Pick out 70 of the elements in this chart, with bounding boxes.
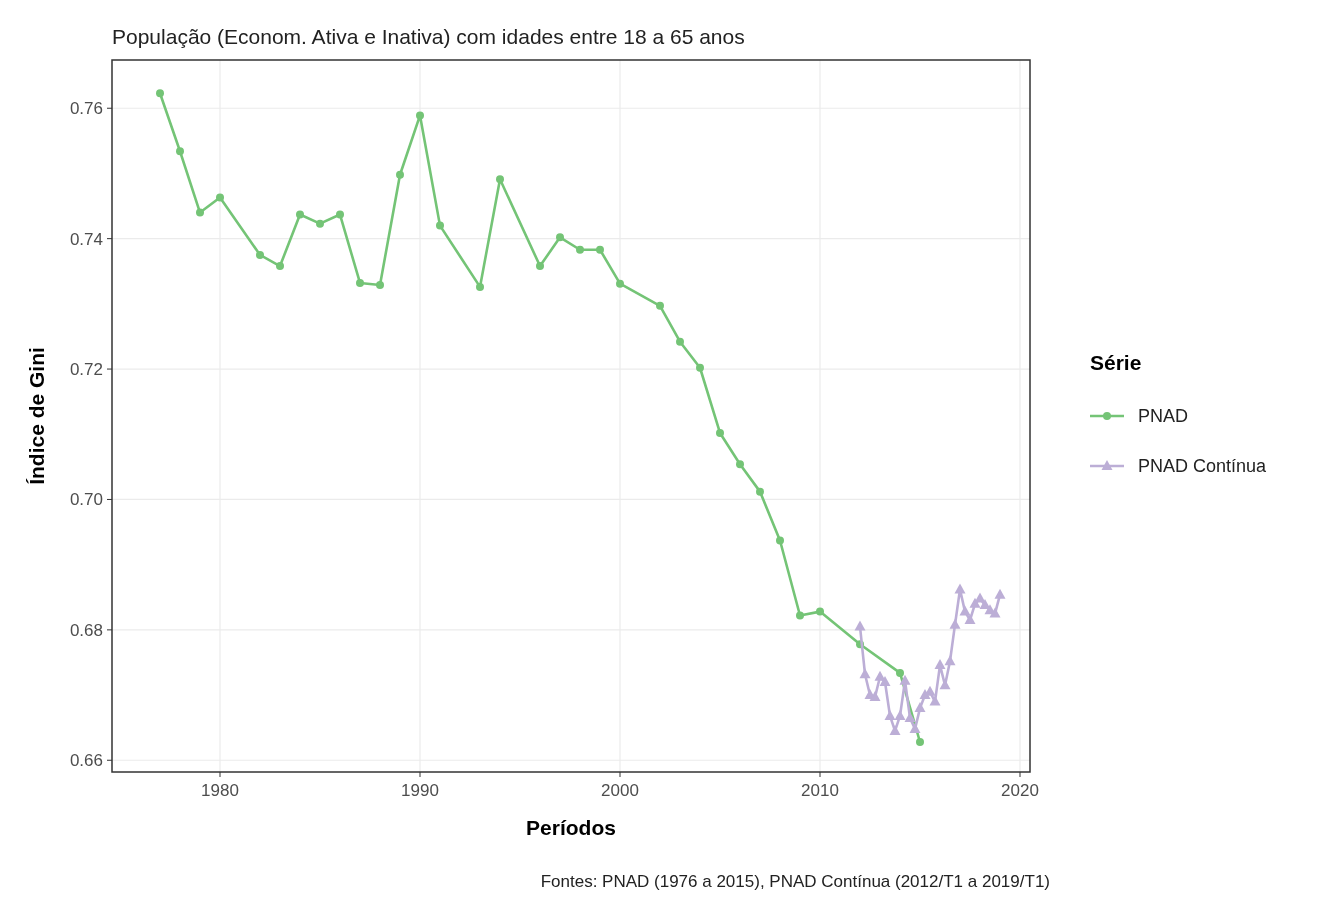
point (716, 428, 724, 437)
point (899, 674, 911, 685)
point (676, 337, 684, 346)
point (776, 536, 784, 545)
point (816, 607, 824, 616)
x-tick-label: 2020 (1001, 781, 1039, 800)
point (964, 614, 976, 625)
point (216, 193, 224, 202)
x-tick-label: 2010 (801, 781, 839, 800)
point (536, 262, 544, 271)
y-tick-label: 0.72 (69, 360, 103, 380)
point (656, 301, 664, 310)
point (896, 668, 904, 677)
point (736, 460, 744, 469)
point (396, 170, 404, 179)
point (894, 709, 906, 720)
point (296, 210, 304, 219)
point (889, 724, 901, 735)
point (336, 210, 344, 219)
point (316, 219, 324, 228)
point (989, 607, 1001, 618)
point (576, 245, 584, 254)
y-tick-label: 0.70 (69, 490, 103, 510)
y-tick-label: 0.74 (69, 229, 103, 249)
point (416, 111, 424, 120)
point (994, 588, 1006, 599)
point (276, 262, 284, 271)
point (436, 221, 444, 230)
point (879, 676, 891, 687)
x-tick-label: 1990 (401, 781, 439, 800)
point (476, 282, 484, 291)
point (756, 487, 764, 496)
y-axis-title: Índice de Gini (25, 347, 48, 485)
point (356, 278, 364, 287)
point (596, 245, 604, 254)
point (934, 659, 946, 670)
y-tick-label: 0.76 (69, 99, 103, 119)
point (196, 208, 204, 217)
point (914, 702, 926, 713)
y-tick-label: 0.66 (69, 751, 103, 771)
point (949, 618, 961, 629)
text: Fontes: PNAD (1976 a 2015), PNAD Contínua (2012/T1 a 2019/T1) (540, 872, 1050, 891)
point (916, 738, 924, 747)
point (869, 691, 881, 702)
point (944, 655, 956, 666)
x-tick-label: 2000 (601, 781, 639, 800)
x-tick-label: 1980 (201, 781, 239, 800)
point (796, 611, 804, 620)
point (256, 250, 264, 259)
point (556, 233, 564, 242)
point (904, 711, 916, 722)
x-axis-title: Períodos (526, 816, 616, 839)
point (496, 175, 504, 184)
point (929, 695, 941, 706)
point (696, 363, 704, 372)
point (954, 583, 966, 594)
point (959, 605, 971, 616)
point (909, 722, 921, 733)
legend-title: Série (1090, 351, 1142, 374)
point (884, 709, 896, 720)
legend-label: PNAD Contínua (1138, 456, 1268, 476)
point (859, 668, 871, 679)
legend-label: PNAD (1138, 406, 1189, 426)
point (156, 89, 164, 98)
point (616, 279, 624, 288)
point (176, 147, 184, 156)
y-tick-label: 0.68 (69, 620, 103, 640)
point (854, 620, 866, 631)
point (376, 280, 384, 289)
chart-title: População (Econom. Ativa e Inativa) com idades entre 18 a 65 anos (112, 25, 745, 48)
